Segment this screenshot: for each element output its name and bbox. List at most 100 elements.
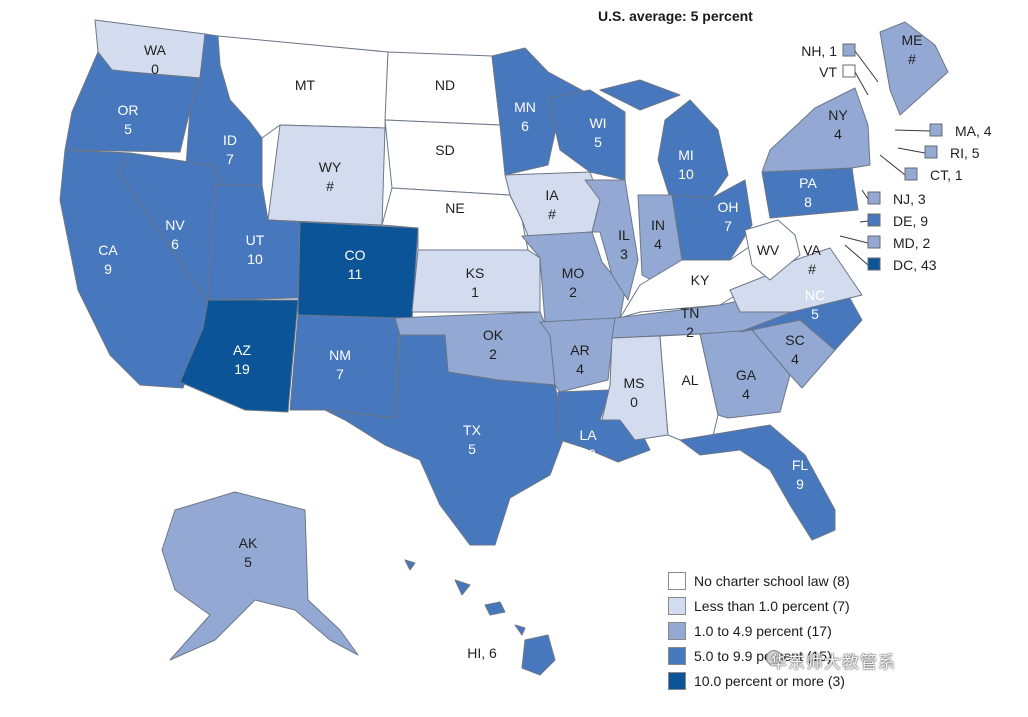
callout-line	[854, 50, 879, 83]
state-value-tx: 5	[468, 441, 476, 457]
state-me	[879, 21, 949, 116]
state-label-me: ME	[902, 32, 923, 48]
state-label-id: ID	[223, 132, 237, 148]
state-value-ga: 4	[742, 386, 750, 402]
state-ny	[761, 87, 871, 173]
state-value-ia: #	[548, 206, 556, 222]
state-label-ky: KY	[691, 272, 710, 288]
state-value-ny: 4	[834, 126, 842, 142]
state-label-ms: MS	[624, 375, 645, 391]
state-value-wa: 0	[151, 61, 159, 77]
callout-swatch	[842, 43, 856, 57]
callout-swatch	[929, 123, 943, 137]
callout-line	[854, 71, 869, 96]
state-value-pa: 8	[804, 194, 812, 210]
legend-item: 5.0 to 9.9 percent (15)	[668, 643, 898, 668]
callout-label: DC, 43	[893, 257, 937, 273]
state-value-va: #	[808, 261, 816, 277]
state-label-in: IN	[651, 217, 665, 233]
state-il	[584, 179, 639, 301]
state-value-me: #	[908, 51, 916, 67]
state-label-wi: WI	[589, 115, 606, 131]
state-value-sc: 4	[791, 351, 799, 367]
state-label-co: CO	[345, 247, 366, 263]
state-ks	[411, 249, 541, 313]
callout-label: NJ, 3	[893, 191, 926, 207]
callout-line	[897, 147, 926, 154]
legend-item: 10.0 percent or more (3)	[668, 668, 898, 693]
state-label-nm: NM	[329, 347, 351, 363]
state-label-mn: MN	[514, 99, 536, 115]
state-label-oh: OH	[718, 199, 739, 215]
callout-swatch	[924, 145, 938, 159]
legend-swatch	[668, 596, 686, 615]
callout-swatch	[867, 235, 881, 249]
state-wi	[547, 89, 626, 181]
state-value-mo: 2	[569, 284, 577, 300]
state-value-oh: 7	[724, 218, 732, 234]
callout-swatch	[867, 191, 881, 205]
state-wv	[744, 219, 801, 281]
state-value-ks: 1	[471, 284, 479, 300]
state-mi	[599, 79, 729, 199]
state-label-mt: MT	[295, 77, 316, 93]
state-value-or: 5	[124, 121, 132, 137]
state-fl	[679, 424, 836, 541]
state-label-ia: IA	[545, 187, 559, 203]
state-wy	[267, 124, 386, 226]
state-label-pa: PA	[799, 175, 817, 191]
callout-line	[894, 129, 931, 132]
state-value-ar: 4	[576, 361, 584, 377]
state-label-ks: KS	[466, 265, 485, 281]
state-value-nm: 7	[336, 366, 344, 382]
state-label-va: VA	[803, 242, 821, 258]
callout-label: MA, 4	[955, 123, 992, 139]
legend-label: 10.0 percent or more (3)	[694, 672, 845, 689]
state-value-mi: 10	[678, 166, 694, 182]
state-label-fl: FL	[792, 457, 809, 473]
state-label-il: IL	[618, 227, 630, 243]
state-value-az: 19	[234, 361, 250, 377]
state-label-ne: NE	[445, 200, 464, 216]
state-label-az: AZ	[233, 342, 251, 358]
callout-swatch	[867, 213, 881, 227]
state-value-nv: 6	[171, 236, 179, 252]
legend-label: Less than 1.0 percent (7)	[694, 597, 850, 614]
state-label-ak: AK	[239, 535, 258, 551]
state-label-nv: NV	[165, 217, 185, 233]
state-label-tx: TX	[463, 422, 482, 438]
legend-swatch	[668, 571, 686, 590]
state-label-mi: MI	[678, 147, 694, 163]
state-value-in: 4	[654, 236, 662, 252]
callout-swatch	[867, 257, 881, 271]
state-label-ar: AR	[570, 342, 589, 358]
legend-label: 1.0 to 4.9 percent (17)	[694, 622, 832, 639]
state-value-ms: 0	[630, 394, 638, 410]
state-label-wv: WV	[757, 242, 780, 258]
state-label-nd: ND	[435, 77, 455, 93]
callout-label: NH, 1	[801, 43, 837, 59]
state-label-sd: SD	[435, 142, 454, 158]
legend-label: No charter school law (8)	[694, 572, 850, 589]
state-label-ok: OK	[483, 327, 504, 343]
callout-line	[861, 189, 869, 200]
callout-label: RI, 5	[950, 145, 980, 161]
state-label-tn: TN	[681, 305, 700, 321]
state-value-il: 3	[620, 246, 628, 262]
state-value-ca: 9	[104, 261, 112, 277]
state-value-co: 11	[348, 266, 363, 282]
state-nm	[289, 314, 401, 419]
callout-line	[859, 220, 869, 223]
state-label-wy: WY	[319, 159, 342, 175]
state-label-sc: SC	[785, 332, 804, 348]
legend: No charter school law (8) Less than 1.0 …	[668, 568, 898, 693]
state-label-hi: HI, 6	[467, 645, 497, 661]
state-value-wy: #	[326, 178, 334, 194]
state-value-tn: 2	[686, 324, 694, 340]
watermark: 华东师大教管系	[770, 653, 896, 672]
state-mo	[521, 231, 626, 323]
callout-label: CT, 1	[930, 167, 963, 183]
state-value-nc: 5	[811, 306, 819, 322]
legend-swatch	[668, 671, 686, 690]
